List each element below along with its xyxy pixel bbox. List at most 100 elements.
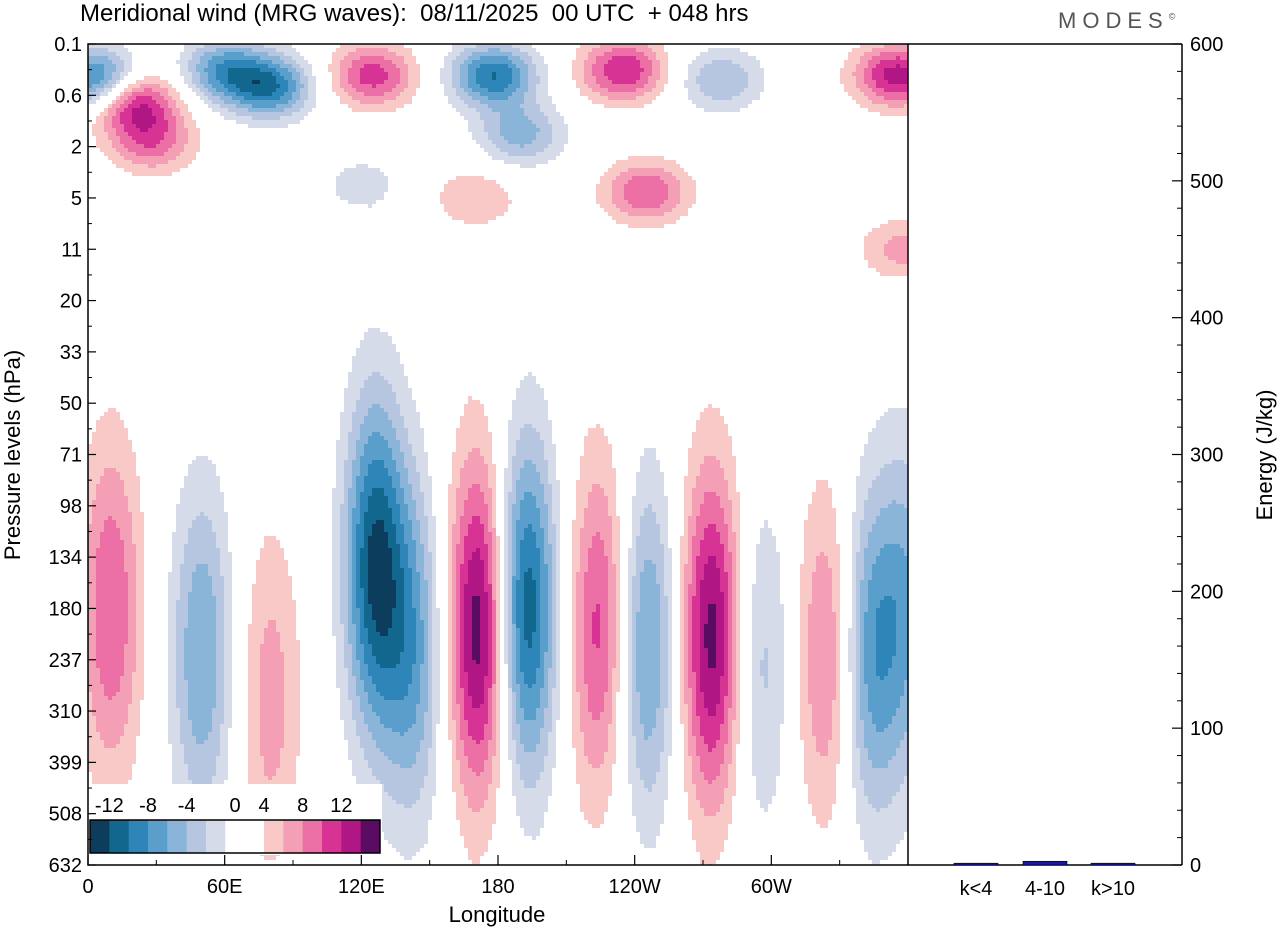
field-cell [416, 428, 420, 432]
field-cell [624, 200, 628, 204]
field-cell [356, 176, 360, 180]
field-cell [456, 180, 460, 184]
field-cell [696, 80, 700, 84]
field-cell [336, 188, 340, 192]
field-cell [636, 196, 640, 200]
field-cell [724, 76, 728, 80]
field-cell [492, 128, 496, 132]
field-cell [184, 148, 188, 152]
field-cell [408, 80, 412, 84]
field-cell [144, 156, 148, 160]
field-cell [276, 124, 280, 128]
field-cell [400, 368, 404, 372]
field-cell [484, 84, 488, 88]
field-cell [508, 72, 512, 76]
field-cell [724, 444, 728, 448]
field-cell [344, 392, 348, 396]
field-cell [536, 84, 540, 88]
field-cell [536, 56, 540, 60]
field-cell [368, 80, 372, 84]
field-cell [880, 76, 884, 80]
field-cell [272, 68, 276, 72]
field-cell [524, 72, 528, 76]
field-cell [152, 160, 156, 164]
field-cell [96, 52, 100, 56]
field-cell [628, 184, 632, 188]
field-cell [468, 184, 472, 188]
field-cell [452, 76, 456, 80]
field-cell [148, 128, 152, 132]
field-cell [608, 188, 612, 192]
field-cell [252, 104, 256, 108]
field-cell [352, 392, 356, 396]
field-cell [744, 96, 748, 100]
field-cell [388, 80, 392, 84]
field-cell [528, 380, 532, 384]
field-cell [504, 200, 508, 204]
field-cell [504, 156, 508, 160]
field-cell [648, 172, 652, 176]
field-cell [136, 144, 140, 148]
field-cell [656, 188, 660, 192]
field-cell [760, 80, 764, 84]
field-cell [644, 64, 648, 68]
field-cell [592, 64, 596, 68]
field-cell [352, 68, 356, 72]
field-cell [168, 152, 172, 156]
field-cell [268, 44, 272, 48]
field-cell [640, 80, 644, 84]
field-cell [260, 112, 264, 116]
field-cell [180, 144, 184, 148]
field-cell [388, 44, 392, 48]
field-cell [524, 448, 528, 452]
field-cell [900, 272, 904, 276]
field-cell [108, 432, 112, 436]
field-cell [532, 64, 536, 68]
field-cell [360, 428, 364, 432]
field-cell [376, 64, 380, 68]
field-cell [528, 76, 532, 80]
field-cell [864, 64, 868, 68]
field-cell [516, 420, 520, 424]
field-cell [404, 84, 408, 88]
field-cell [156, 164, 160, 168]
field-cell [540, 416, 544, 420]
field-cell [516, 424, 520, 428]
field-cell [528, 396, 532, 400]
field-cell [744, 72, 748, 76]
field-cell [248, 80, 252, 84]
field-cell [696, 432, 700, 436]
field-cell [608, 168, 612, 172]
field-cell [260, 52, 264, 56]
field-cell [264, 68, 268, 72]
field-cell [540, 152, 544, 156]
field-cell [652, 60, 656, 64]
field-cell [444, 84, 448, 88]
field-cell [608, 204, 612, 208]
field-cell [208, 52, 212, 56]
field-cell [476, 132, 480, 136]
field-cell [512, 400, 516, 404]
field-cell [360, 84, 364, 88]
field-cell [488, 444, 492, 448]
field-cell [464, 432, 468, 436]
field-cell [336, 452, 340, 456]
field-cell [152, 116, 156, 120]
field-cell [184, 132, 188, 136]
field-cell [196, 72, 200, 76]
field-cell [136, 136, 140, 140]
field-cell [724, 424, 728, 428]
field-cell [344, 452, 348, 456]
field-cell [408, 428, 412, 432]
field-cell [508, 432, 512, 436]
field-cell [604, 52, 608, 56]
field-cell [640, 212, 644, 216]
field-cell [172, 108, 176, 112]
field-cell [688, 92, 692, 96]
field-cell [456, 52, 460, 56]
field-cell [448, 184, 452, 188]
field-cell [284, 104, 288, 108]
field-cell [264, 116, 268, 120]
field-cell [536, 436, 540, 440]
field-cell [524, 444, 528, 448]
